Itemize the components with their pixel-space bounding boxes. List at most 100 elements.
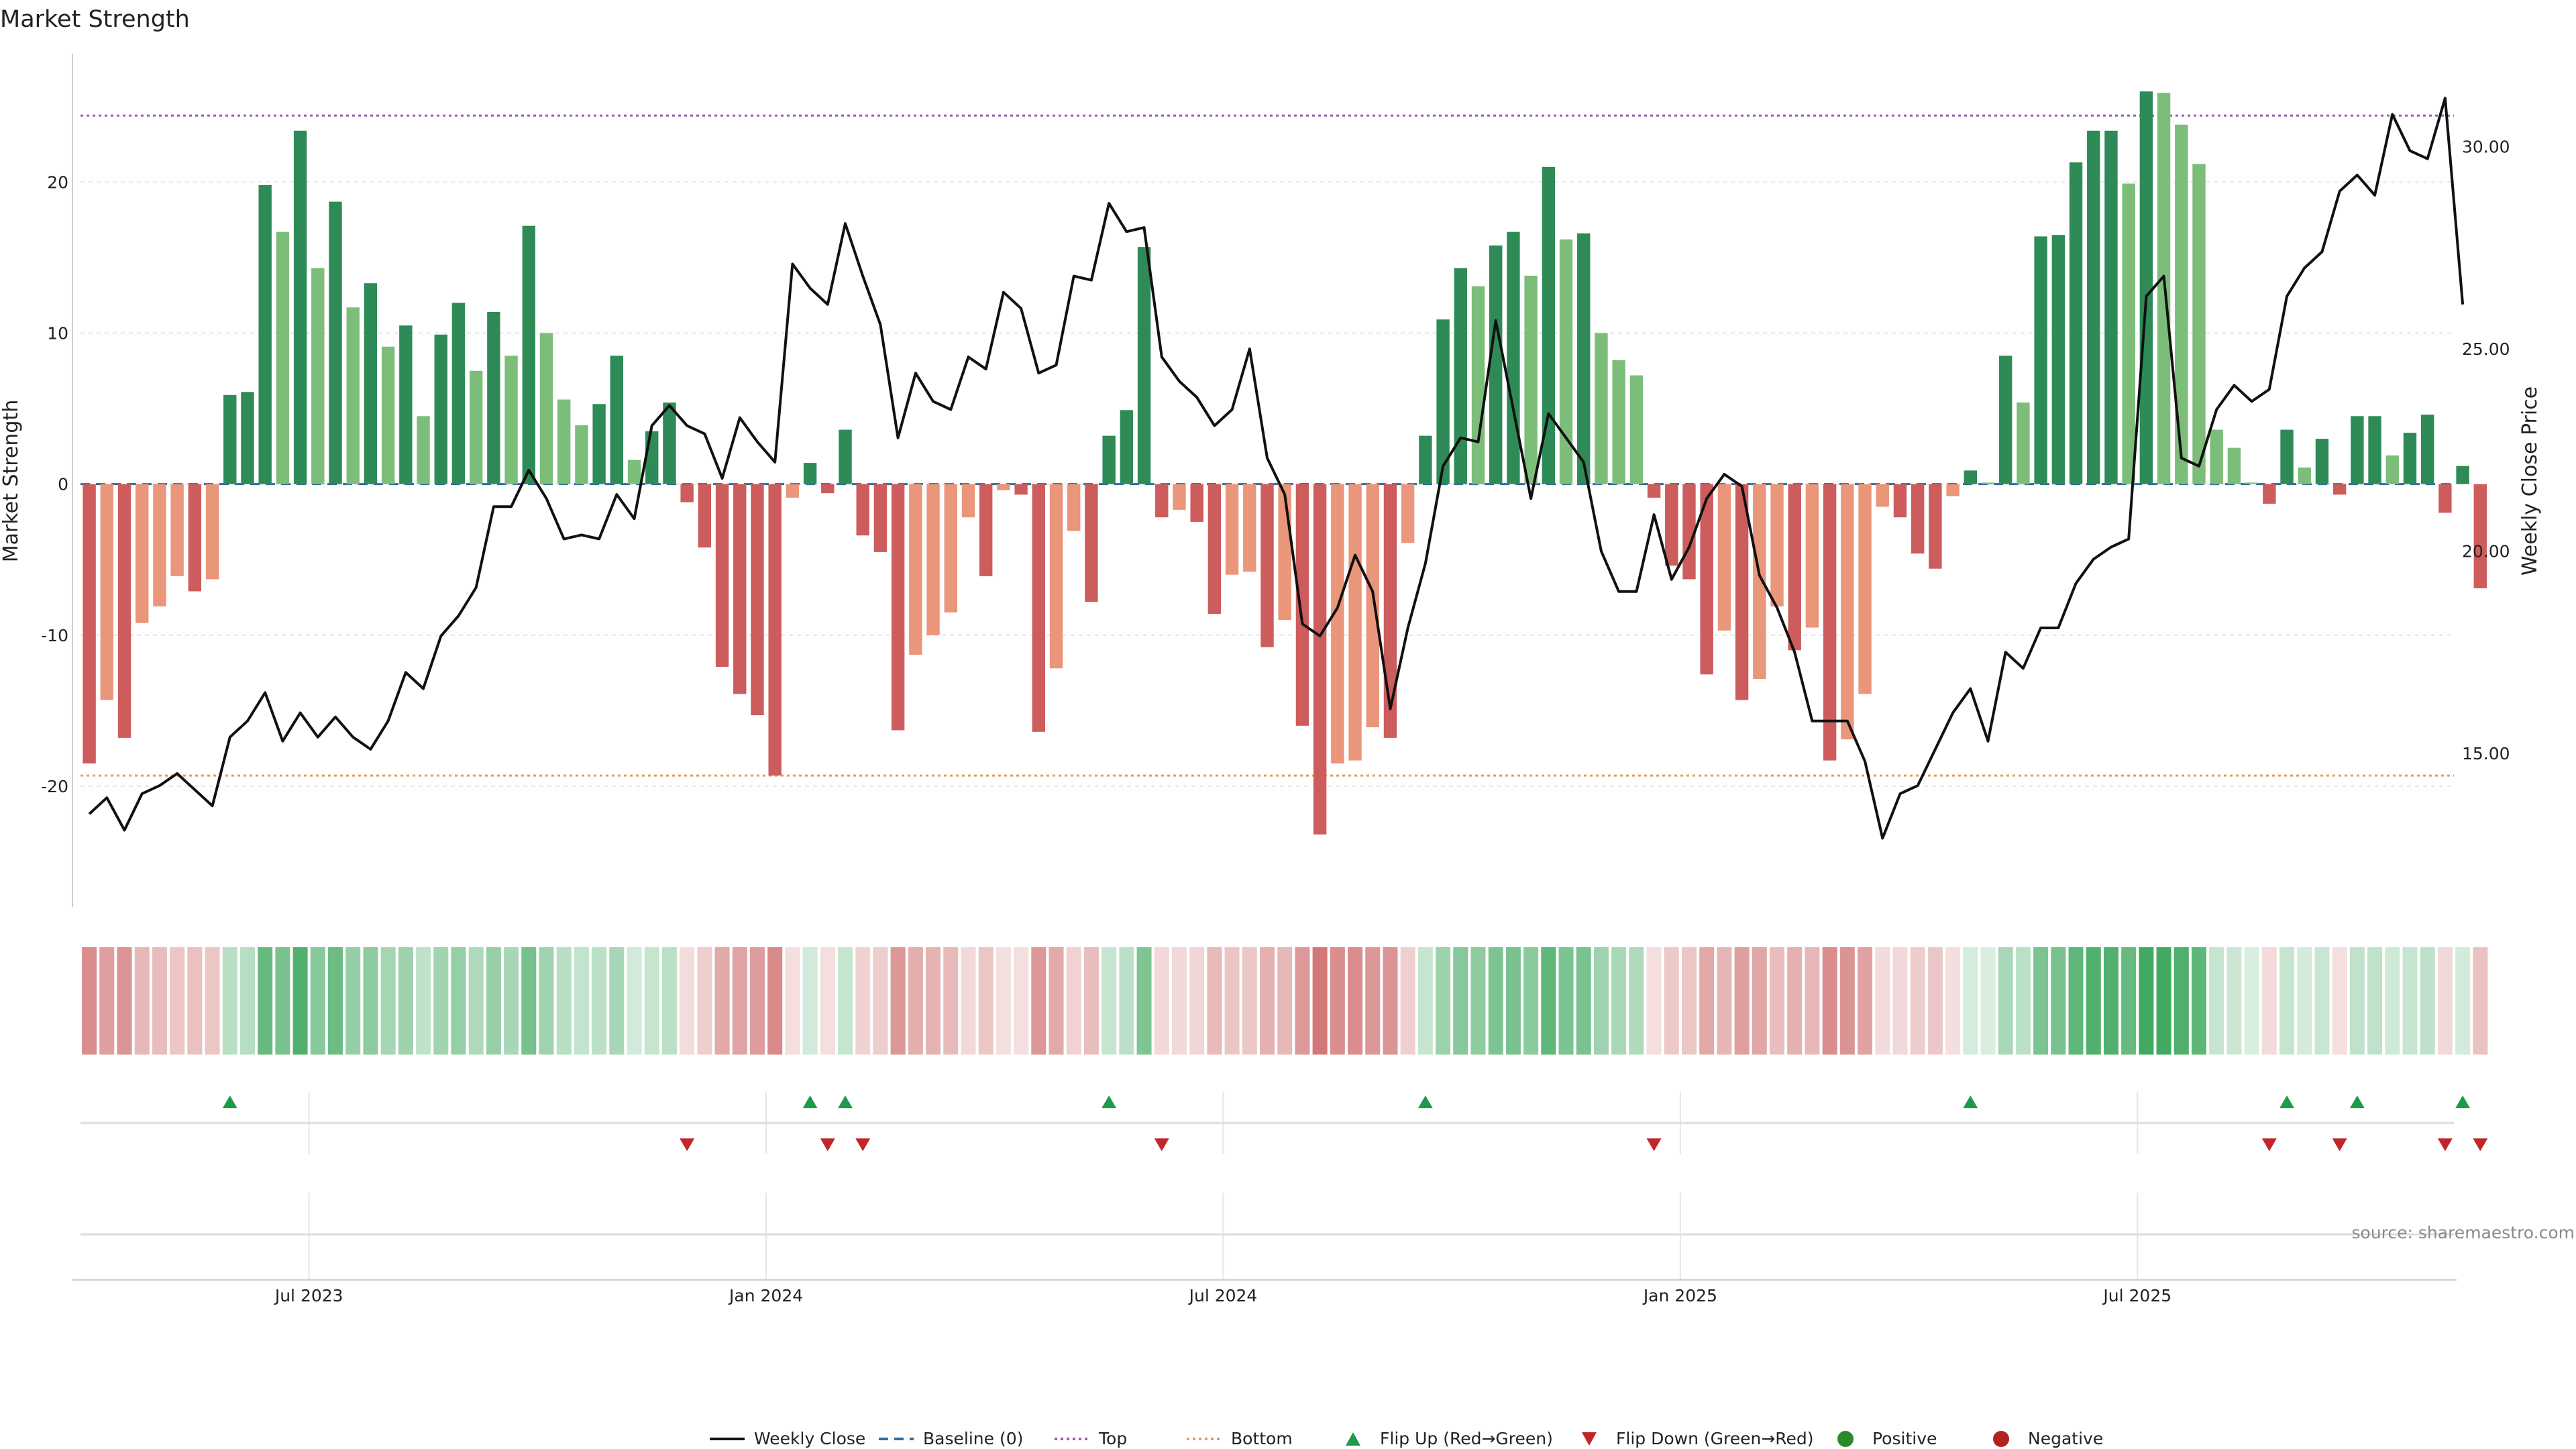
- legend-swatch: [1346, 1432, 1360, 1446]
- heat-cell: [1523, 947, 1539, 1055]
- heat-cell: [926, 947, 941, 1055]
- strength-bar: [2263, 484, 2276, 504]
- strength-bar: [803, 463, 817, 484]
- heat-cell: [1734, 947, 1750, 1055]
- heat-cell: [1224, 947, 1240, 1055]
- heat-cell: [592, 947, 607, 1055]
- strength-bar: [1383, 484, 1397, 738]
- heat-cell: [539, 947, 554, 1055]
- strength-bar: [768, 484, 782, 776]
- heat-cell: [1541, 947, 1556, 1055]
- legend-baseline: Baseline (0): [879, 1429, 1023, 1448]
- heat-cell: [205, 947, 220, 1055]
- heat-cell: [2156, 947, 2171, 1055]
- heat-cell: [1348, 947, 1363, 1055]
- heat-cell: [1770, 947, 1785, 1055]
- strength-bar: [1014, 484, 1028, 495]
- strength-bar: [1454, 268, 1467, 484]
- left-tick-label: -20: [41, 777, 68, 796]
- strength-bar: [2298, 467, 2311, 484]
- heat-cell: [749, 947, 765, 1055]
- left-tick-label: 20: [47, 172, 68, 192]
- heat-cell: [714, 947, 730, 1055]
- heat-cell: [978, 947, 994, 1055]
- strength-bar: [1893, 484, 1907, 518]
- flip-up-marker: [1417, 1095, 1433, 1108]
- right-tick-label: 30.00: [2462, 138, 2510, 157]
- strength-bar: [1595, 333, 1608, 484]
- strength-bar: [2473, 484, 2487, 588]
- strength-bar: [2368, 416, 2381, 484]
- heat-cell: [1681, 947, 1697, 1055]
- legend-weekly-close: Weekly Close: [710, 1429, 865, 1448]
- heat-cell: [556, 947, 572, 1055]
- heat-cell: [855, 947, 871, 1055]
- strength-bar: [188, 484, 202, 592]
- legend: Weekly Close Baseline (0) Top Bottom Flip Up…: [710, 1429, 2103, 1448]
- heat-cell: [82, 947, 97, 1055]
- strength-bar: [1067, 484, 1081, 531]
- strength-bar: [698, 484, 712, 548]
- heat-cell: [2455, 947, 2471, 1055]
- flip-up-marker: [838, 1095, 853, 1108]
- chart-title: Market Strength: [0, 6, 190, 33]
- heat-cell: [2385, 947, 2400, 1055]
- strength-bar: [821, 484, 835, 494]
- heat-cell: [1839, 947, 1855, 1055]
- strength-bar: [680, 484, 694, 502]
- strength-bar: [1964, 470, 1977, 484]
- left-tick-label: 10: [47, 323, 68, 343]
- strength-bar: [2051, 235, 2065, 484]
- legend-label: Positive: [1872, 1429, 1937, 1448]
- strength-bar: [1208, 484, 1222, 614]
- heat-cell: [1858, 947, 1873, 1055]
- heat-cell: [890, 947, 906, 1055]
- heat-cell: [1154, 947, 1169, 1055]
- heat-cell: [328, 947, 343, 1055]
- heat-cell: [767, 947, 783, 1055]
- heat-cell: [521, 947, 537, 1055]
- heat-cell: [1805, 947, 1820, 1055]
- heat-strip: [82, 947, 2488, 1055]
- heat-cell: [627, 947, 642, 1055]
- heat-cell: [292, 947, 308, 1055]
- heat-cell: [1330, 947, 1345, 1055]
- heat-cell: [1031, 947, 1046, 1055]
- strength-bar: [434, 334, 447, 484]
- heat-cell: [433, 947, 449, 1055]
- heat-cell: [1611, 947, 1627, 1055]
- heat-cell: [310, 947, 325, 1055]
- strength-bar: [1313, 484, 1327, 835]
- heat-cell: [2420, 947, 2435, 1055]
- heat-cell: [2244, 947, 2259, 1055]
- flip-up-marker: [1102, 1095, 1117, 1108]
- heat-cell: [697, 947, 712, 1055]
- heat-cell: [1470, 947, 1486, 1055]
- flip-up-marker: [2279, 1095, 2295, 1108]
- legend-label: Bottom: [1231, 1429, 1293, 1448]
- flip-down-marker: [2261, 1138, 2277, 1151]
- strength-bar: [83, 484, 96, 764]
- strength-bar: [1559, 239, 1573, 484]
- legend-swatch: [1582, 1432, 1597, 1446]
- strength-bar: [1260, 484, 1274, 647]
- heat-cell: [1365, 947, 1381, 1055]
- strength-bar: [1348, 484, 1362, 761]
- strength-bar: [1085, 484, 1098, 602]
- legend-flip-up: Flip Up (Red→Green): [1346, 1429, 1553, 1448]
- strength-bar: [1471, 286, 1485, 484]
- heat-cell: [1927, 947, 1943, 1055]
- strength-bar: [627, 460, 641, 484]
- heat-cell: [785, 947, 800, 1055]
- heat-cell: [996, 947, 1011, 1055]
- heat-cell: [609, 947, 625, 1055]
- strength-bar: [2122, 183, 2135, 484]
- strength-bar: [364, 283, 378, 484]
- heat-cell: [908, 947, 923, 1055]
- heat-cell: [2174, 947, 2189, 1055]
- strength-bar: [539, 333, 553, 484]
- heat-cell: [398, 947, 413, 1055]
- heat-cell: [1963, 947, 1978, 1055]
- strength-bar: [2210, 429, 2223, 484]
- strength-bar: [487, 311, 500, 484]
